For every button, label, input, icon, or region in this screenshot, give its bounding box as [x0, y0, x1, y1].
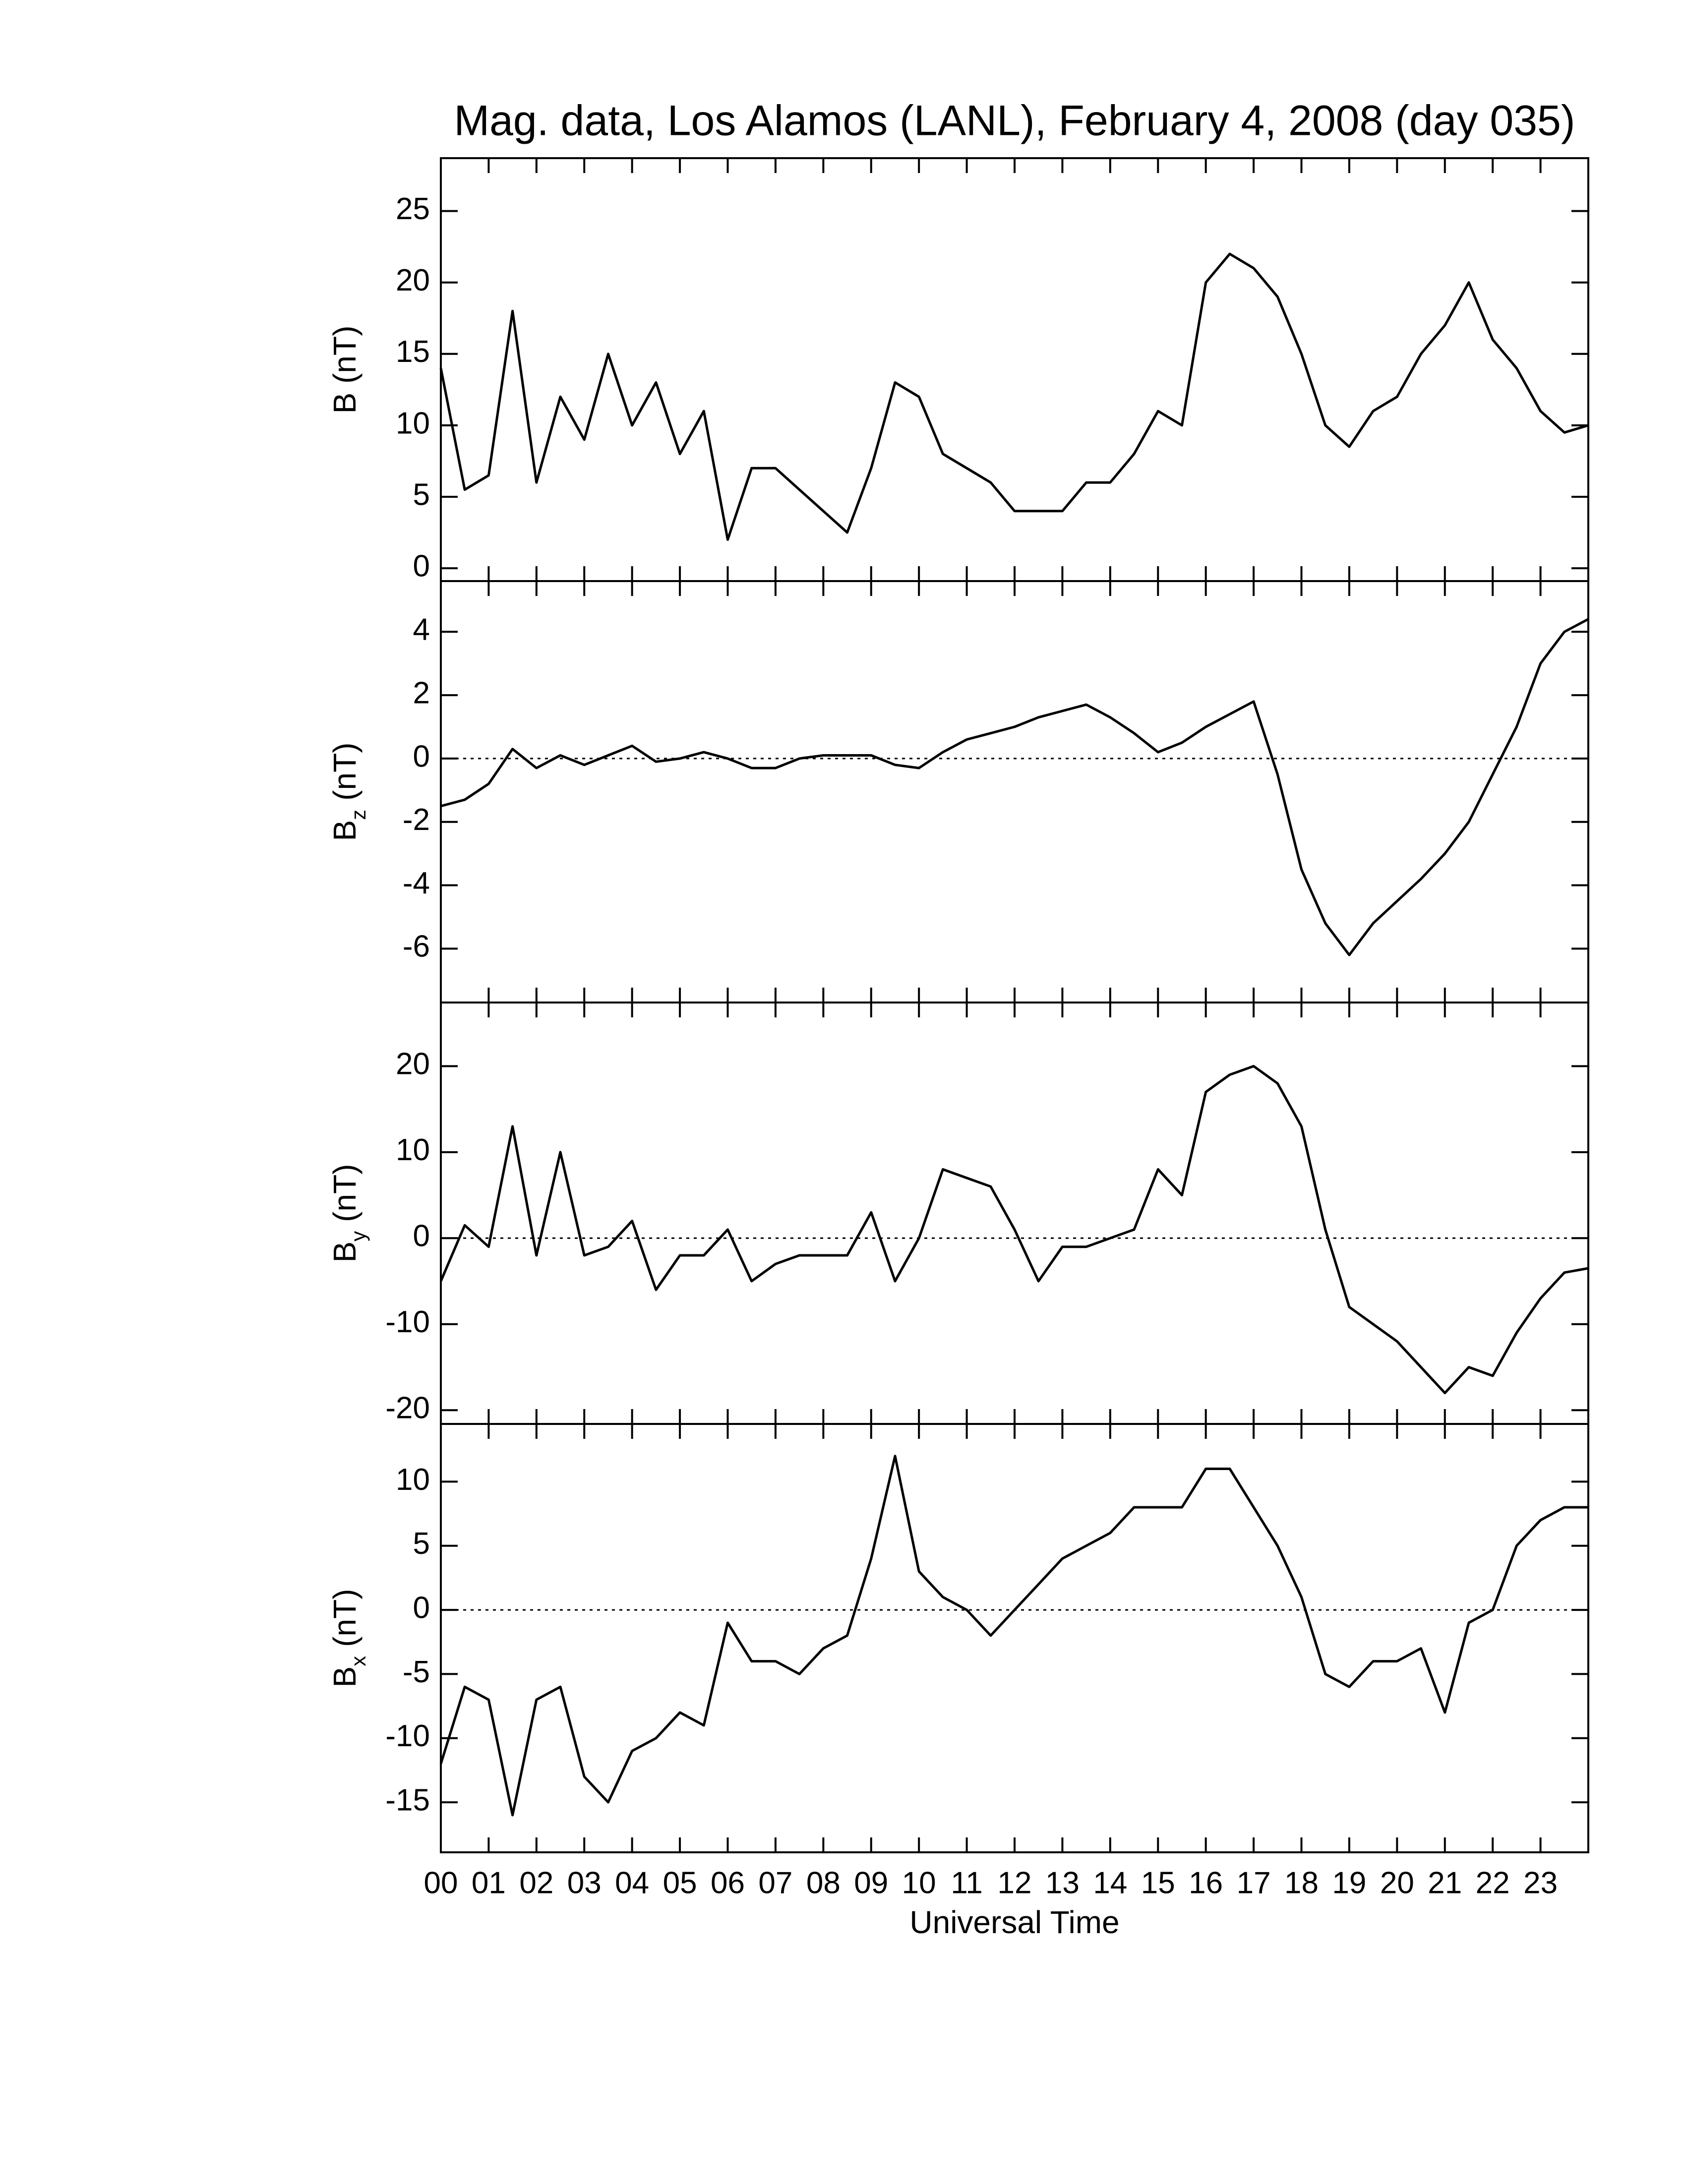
y-tick-label: 10: [396, 406, 430, 440]
x-tick-label: 21: [1428, 1866, 1462, 1900]
y-tick-label: -6: [403, 930, 430, 964]
x-tick-label: 01: [472, 1866, 506, 1900]
y-axis-label-unit: (nT): [327, 1589, 362, 1647]
y-tick-label: -15: [385, 1783, 430, 1817]
y-axis-label-main: B (nT): [327, 326, 362, 414]
y-tick-label: 25: [396, 192, 430, 226]
y-axis-label-main: B: [327, 1666, 362, 1688]
data-line: [439, 1064, 1589, 1395]
y-tick-label: -4: [403, 866, 430, 900]
x-tick-label: 00: [424, 1866, 458, 1900]
y-tick-label: 10: [396, 1133, 430, 1167]
y-axis-label-main: B: [327, 820, 362, 841]
x-tick-label: 13: [1045, 1866, 1080, 1900]
x-tick-label: 23: [1523, 1866, 1558, 1900]
y-tick-label: -10: [385, 1305, 430, 1339]
y-tick-label: 4: [413, 613, 430, 647]
y-axis-label-sub: z: [347, 810, 370, 820]
plot-frame: [440, 1423, 1589, 1853]
y-tick-label: 20: [396, 1047, 430, 1081]
data-line: [439, 1455, 1588, 1817]
chart-title: Mag. data, Los Alamos (LANL), February 4…: [454, 97, 1575, 145]
x-tick-label: 17: [1237, 1866, 1271, 1900]
y-tick-label: 0: [413, 739, 430, 773]
y-tick-label: 5: [413, 1527, 430, 1561]
y-tick-label: 2: [413, 676, 430, 710]
x-tick-label: 02: [519, 1866, 553, 1900]
y-tick-label: 10: [396, 1463, 430, 1497]
x-tick-label: 04: [615, 1866, 649, 1900]
x-tick-label: 14: [1093, 1866, 1127, 1900]
x-tick-label: 11: [951, 1866, 982, 1900]
y-axis-label-unit: (nT): [327, 1164, 362, 1222]
y-axis-label: By (nT): [327, 1164, 370, 1263]
y-tick-label: 0: [413, 549, 430, 583]
x-tick-label: 07: [758, 1866, 792, 1900]
plot-frame: [440, 580, 1589, 1003]
x-tick-label: 08: [806, 1866, 841, 1900]
x-tick-label: 10: [902, 1866, 936, 1900]
y-tick-label: 5: [413, 477, 430, 512]
data-line: [439, 252, 1589, 541]
y-tick-label: 20: [396, 263, 430, 297]
y-axis-label-sub: y: [347, 1231, 370, 1241]
x-tick-label: 16: [1189, 1866, 1223, 1900]
y-tick-label: -10: [385, 1719, 430, 1753]
x-axis-label: Universal Time: [909, 1904, 1119, 1940]
y-tick-label: 15: [396, 335, 430, 369]
y-axis-label-sub: x: [347, 1656, 370, 1666]
x-tick-label: 19: [1332, 1866, 1366, 1900]
x-tick-label: 18: [1284, 1866, 1319, 1900]
x-tick-label: 15: [1141, 1866, 1175, 1900]
x-tick-label: 03: [567, 1866, 602, 1900]
y-axis-label: Bz (nT): [327, 743, 370, 841]
y-tick-label: -2: [403, 803, 430, 837]
y-tick-label: -20: [385, 1391, 430, 1425]
y-axis-label-main: B: [327, 1241, 362, 1263]
x-tick-label: 06: [711, 1866, 745, 1900]
x-tick-label: 12: [998, 1866, 1032, 1900]
y-tick-label: 0: [413, 1219, 430, 1253]
y-tick-label: -5: [403, 1655, 430, 1689]
y-axis-label: Bx (nT): [327, 1589, 370, 1688]
x-tick-label: 05: [663, 1866, 697, 1900]
data-line: [440, 618, 1589, 956]
y-tick-label: 0: [413, 1591, 430, 1625]
x-tick-label: 09: [854, 1866, 888, 1900]
x-tick-label: 22: [1476, 1866, 1510, 1900]
y-axis-label-unit: (nT): [327, 743, 362, 801]
x-tick-label: 20: [1380, 1866, 1414, 1900]
y-axis-label: B (nT): [327, 326, 362, 414]
